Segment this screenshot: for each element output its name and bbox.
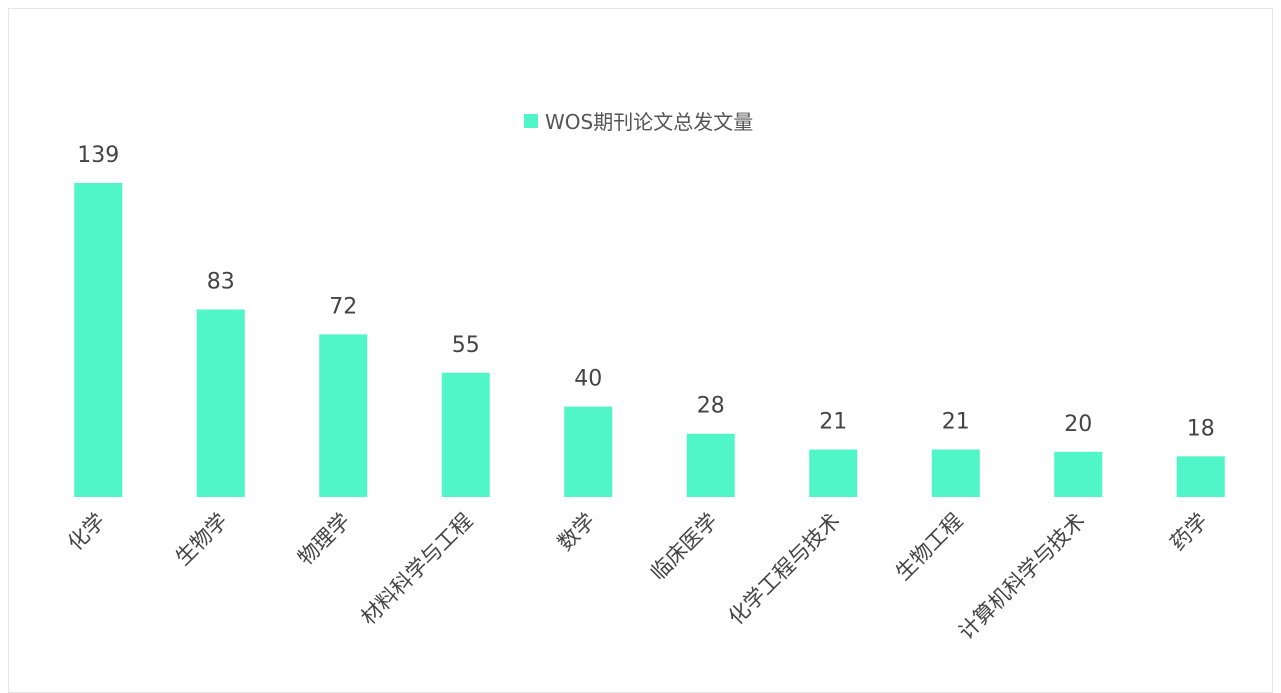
data-label: 72: [329, 294, 357, 319]
data-label: 18: [1187, 416, 1215, 441]
bar: [196, 309, 245, 497]
data-label: 28: [697, 394, 725, 419]
bar: [564, 406, 613, 497]
data-label: 83: [207, 270, 235, 295]
bar: [441, 372, 490, 497]
legend-swatch: [524, 114, 538, 128]
bar: [931, 449, 980, 497]
bar: [319, 334, 368, 497]
legend-label: WOS期刊论文总发文量: [545, 110, 753, 134]
data-label: 139: [77, 143, 119, 168]
bar: [1176, 456, 1225, 497]
bar: [809, 449, 858, 497]
bar: [1054, 451, 1103, 497]
data-label: 55: [452, 333, 480, 358]
data-label: 40: [574, 367, 602, 392]
bar: [686, 433, 735, 497]
data-label: 20: [1064, 412, 1092, 437]
data-label: 21: [942, 410, 970, 435]
data-label: 21: [819, 410, 847, 435]
bar: [74, 183, 123, 497]
